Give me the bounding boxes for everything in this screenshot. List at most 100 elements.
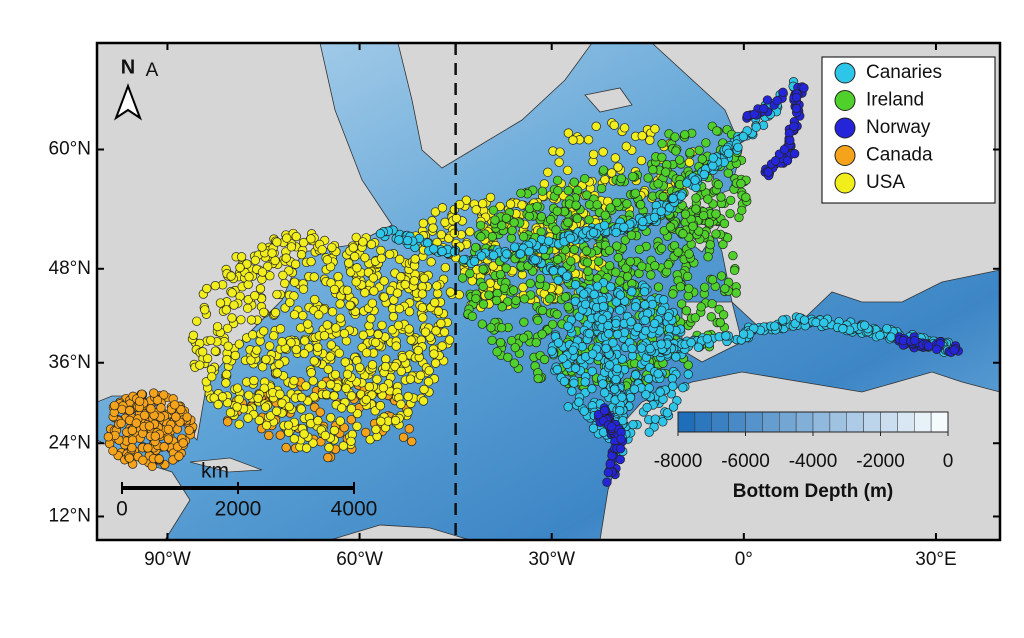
track-point: [272, 289, 282, 300]
track-point: [882, 323, 892, 334]
legend-label: Canada: [866, 145, 933, 166]
track-point: [338, 441, 349, 451]
track-point: [563, 217, 573, 228]
x-tick-label: 30°E: [915, 549, 956, 570]
track-point: [563, 402, 573, 412]
colorbar-label: Bottom Depth (m): [733, 481, 893, 502]
track-point: [627, 343, 637, 354]
track-point: [430, 297, 440, 308]
track-point: [403, 235, 413, 246]
track-point: [656, 339, 666, 349]
frame: [95, 41, 1002, 542]
track-point: [152, 395, 163, 405]
track-point: [568, 345, 578, 355]
track-point: [444, 335, 455, 345]
track-point: [665, 222, 676, 232]
track-point: [465, 268, 475, 279]
track-point: [619, 123, 630, 133]
track-point: [418, 313, 428, 323]
track-point: [471, 205, 481, 215]
track-point: [331, 323, 341, 333]
track-point: [697, 154, 707, 164]
track-point: [671, 352, 681, 362]
track-point: [718, 239, 728, 250]
track-point: [659, 295, 669, 305]
track-point: [536, 212, 547, 222]
arrow: [113, 83, 143, 121]
track-point: [320, 430, 330, 441]
track-point: [598, 301, 609, 312]
track-point: [329, 391, 339, 401]
track-point: [344, 258, 354, 268]
track-point: [738, 329, 749, 339]
track-point: [790, 149, 800, 159]
track-point: [712, 126, 722, 136]
track-point: [615, 454, 625, 465]
track-point: [738, 131, 749, 142]
track-point: [680, 129, 690, 140]
track-point: [707, 275, 718, 285]
track-point: [163, 434, 174, 444]
track-point: [274, 359, 284, 369]
track-point: [249, 375, 259, 386]
track-point: [440, 217, 450, 227]
track-point: [430, 358, 441, 368]
track-point: [335, 299, 345, 309]
track-point: [728, 250, 738, 261]
track-point: [702, 334, 712, 344]
track-point: [296, 249, 307, 260]
track-point: [619, 222, 629, 232]
track-point: [306, 368, 316, 378]
track-point: [628, 171, 638, 182]
track-point: [225, 408, 236, 418]
track-point: [345, 300, 355, 310]
track-point: [176, 404, 186, 415]
track-point: [299, 429, 309, 439]
cuba: [189, 457, 263, 473]
track-point: [221, 369, 232, 379]
track-point: [711, 229, 721, 239]
track-point: [653, 282, 664, 292]
track-point: [715, 317, 725, 328]
track-point: [552, 206, 562, 216]
track-point: [531, 337, 541, 348]
track-point: [432, 281, 442, 291]
track-point: [188, 330, 199, 340]
track-point: [491, 295, 502, 306]
track-point: [678, 229, 688, 239]
track-point: [685, 148, 695, 158]
track-point: [670, 132, 680, 142]
track-point: [616, 434, 626, 444]
track-point: [553, 186, 563, 196]
track-point: [495, 337, 506, 348]
track-point: [587, 384, 597, 394]
track-point: [592, 281, 603, 291]
track-point: [246, 355, 256, 365]
track-point: [603, 467, 614, 478]
track-point: [227, 288, 237, 298]
track-point: [413, 345, 423, 356]
track-point: [552, 364, 563, 375]
track-point: [286, 338, 296, 348]
track-point: [380, 361, 391, 372]
track-point: [253, 393, 263, 403]
track-point: [314, 310, 324, 320]
legend-marker: [834, 62, 856, 84]
track-point: [346, 404, 357, 414]
track-point: [459, 254, 469, 265]
track-point: [361, 394, 371, 405]
track-point: [644, 427, 654, 437]
track-point: [272, 368, 282, 378]
track-point: [508, 285, 519, 295]
track-point: [390, 361, 400, 372]
track-point: [250, 291, 260, 301]
track-point: [477, 319, 487, 329]
track-point: [210, 281, 220, 291]
track-point: [633, 322, 643, 333]
track-point: [461, 195, 472, 205]
track-point: [615, 276, 625, 286]
track-point: [289, 291, 299, 301]
track-point: [269, 331, 279, 341]
track-point: [611, 227, 621, 238]
track-point: [694, 145, 704, 155]
